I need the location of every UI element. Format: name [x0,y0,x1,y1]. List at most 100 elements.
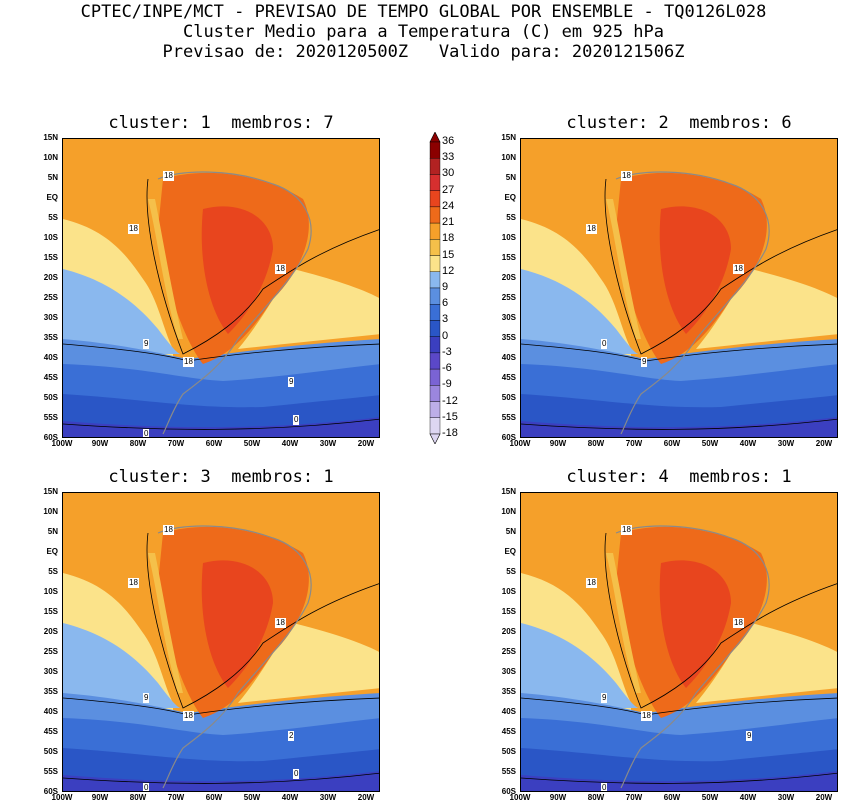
coastline [157,171,312,435]
lat-tick-label: EQ [504,193,516,202]
colorbar-label: 36 [442,135,455,147]
colorbar-label: 6 [442,297,449,310]
lat-tick-label: 45S [43,373,58,382]
panel-1-title: cluster: 1 membros: 7 [108,113,334,133]
colorbar-swatch [429,255,441,272]
lat-tick-label: 30S [43,313,58,322]
lat-tick-label: 35S [43,687,58,696]
lat-tick-label: 15N [501,133,516,142]
contour-region [63,623,181,708]
contour-label: 9 [746,731,753,741]
colorbar-label: -3 [442,345,452,358]
lat-tick-label: 45S [501,727,516,736]
coastline [615,171,770,435]
contour-label: 18 [733,618,744,628]
lat-tick-label: EQ [46,193,58,202]
lat-tick-label: 15S [43,607,58,616]
lat-tick-label: 45S [43,727,58,736]
lat-tick-label: 5S [48,213,58,222]
contour-region [521,417,837,437]
lon-tick-label: 50W [243,793,261,802]
lat-tick-label: 20S [501,627,516,636]
contour-label: 18 [183,711,194,721]
contour-label: 0 [601,339,608,349]
lat-tick-label: 50S [43,747,58,756]
lon-tick-label: 90W [549,793,567,802]
colorbar-swatch [429,385,441,402]
colorbar-label: -18 [442,427,458,439]
contour-region [606,199,641,339]
lat-tick-label: 60S [501,433,516,442]
lat-tick-label: 10N [43,507,58,516]
contour-label: 9 [288,377,295,387]
contour-region [148,199,183,339]
contour-region [148,553,183,693]
lon-tick-label: 40W [281,793,299,802]
contour-line-18 [604,178,837,355]
contour-label: 18 [275,618,286,628]
contour-label: 0 [293,415,300,425]
colorbar-top-arrow [429,132,441,143]
colorbar-label: 30 [442,167,455,180]
contour-region [63,417,379,437]
contour-label: 9 [143,339,150,349]
lat-tick-label: 40S [43,353,58,362]
lat-tick-label: 10S [43,587,58,596]
lat-tick-label: 15S [501,607,516,616]
colorbar-swatch [429,352,441,370]
lat-tick-label: 10N [501,153,516,162]
colorbar-swatch [429,271,441,289]
lon-tick-label: 80W [587,439,605,448]
lat-tick-label: 55S [43,767,58,776]
contour-region [63,771,379,791]
contour-label: 18 [641,711,652,721]
lat-tick-label: 30S [43,667,58,676]
map-svg [521,493,837,791]
contour-line-0 [521,772,837,784]
colorbar-swatch [429,368,441,386]
lat-tick-label: 10S [501,587,516,596]
contour-region [606,553,641,693]
colorbar-label: 33 [442,151,455,164]
lat-tick-label: 10N [43,153,58,162]
lat-tick-label: 60S [501,787,516,796]
lon-tick-label: 90W [91,793,109,802]
lat-tick-label: 55S [501,413,516,422]
contour-label: 0 [601,783,608,792]
coastline [157,525,312,789]
lat-tick-label: 25S [501,647,516,656]
lon-tick-label: 80W [129,439,147,448]
contour-label: 18 [183,357,194,367]
lon-tick-label: 20W [815,793,833,802]
lat-tick-label: 5N [505,173,516,182]
colorbar-label: 27 [442,183,455,196]
lat-tick-label: 40S [43,707,58,716]
lat-tick-label: 35S [43,333,58,342]
contour-region [696,269,837,349]
colorbar-swatch [429,287,441,305]
contour-label: 0 [143,783,150,792]
contour-label: 18 [163,171,174,181]
lat-tick-label: 5S [506,213,516,222]
contour-region [696,623,837,703]
lat-tick-label: 5N [505,527,516,536]
contour-label: 18 [586,224,597,234]
panel-3-title: cluster: 3 membros: 1 [108,467,334,487]
contour-label: 18 [621,171,632,181]
colorbar-label: 18 [442,232,455,245]
lat-tick-label: 40S [501,353,516,362]
contour-region [659,206,731,334]
colorbar-bottom-arrow [429,433,441,444]
lon-tick-label: 60W [205,793,223,802]
contour-label: 18 [128,578,139,588]
lon-tick-label: 30W [777,793,795,802]
lon-tick-label: 30W [319,439,337,448]
contour-region [521,623,639,708]
colorbar-swatch [429,190,441,208]
lat-tick-label: 5S [506,567,516,576]
contour-region [659,560,731,688]
lat-tick-label: 15N [501,487,516,496]
colorbar-swatch [429,206,441,224]
lat-tick-label: 50S [43,393,58,402]
colorbar-swatch [429,174,441,191]
